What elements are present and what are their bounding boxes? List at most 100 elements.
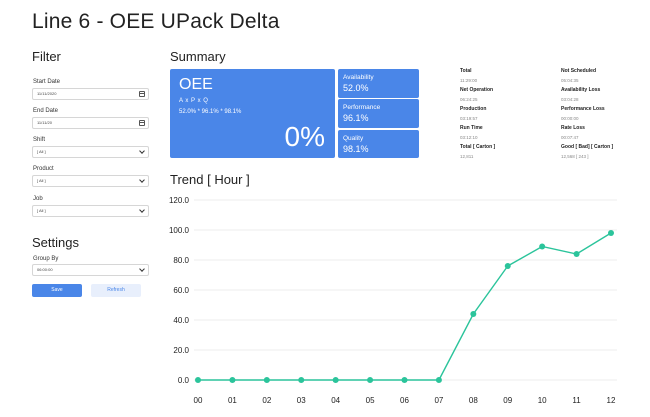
x-tick-label: 00: [194, 396, 203, 405]
start-date-value: 11/11/2020: [37, 91, 57, 96]
data-point[interactable]: [504, 263, 511, 269]
shift-select[interactable]: [ All ]: [32, 146, 149, 158]
data-point[interactable]: [470, 311, 477, 317]
end-date-label: End Date: [33, 108, 59, 114]
x-tick-label: 11: [572, 396, 581, 405]
series-line: [198, 232, 612, 381]
y-tick-label: 100.0: [169, 226, 190, 235]
stat-value: 12,811: [460, 154, 474, 159]
y-tick-label: 120.0: [169, 196, 190, 205]
x-tick-label: 02: [262, 396, 271, 405]
y-tick-label: 40.0: [173, 316, 189, 325]
stat-total: Total 11:29:00: [460, 68, 477, 83]
y-tick-label: 0.0: [178, 376, 190, 385]
x-tick-label: 04: [331, 396, 340, 405]
stat-good-bad-carton: Good [ Bad] [ Carton ] 12,568 [ 243 ]: [561, 144, 613, 159]
stat-label: Good [ Bad] [ Carton ]: [561, 144, 614, 150]
data-point[interactable]: [573, 251, 580, 257]
stat-label: Run Time: [460, 125, 483, 131]
start-date-field[interactable]: 11/11/2020: [32, 88, 149, 100]
page-title: Line 6 - OEE UPack Delta: [32, 10, 280, 33]
refresh-button[interactable]: Refresh: [91, 284, 141, 297]
shift-value: [ All ]: [37, 149, 46, 154]
y-tick-label: 80.0: [173, 256, 189, 265]
availability-tile: Availability 52.0%: [338, 69, 419, 98]
stat-label: Total [ Carton ]: [460, 144, 496, 150]
oee-tile: OEE A x P x Q 52.0% * 96.1% * 98.1% 0%: [170, 69, 335, 158]
stat-production: Production 03:19:57: [460, 106, 486, 121]
data-point[interactable]: [263, 377, 270, 383]
performance-tile: Performance 96.1%: [338, 99, 419, 128]
x-tick-label: 05: [366, 396, 375, 405]
end-date-field[interactable]: 11/11/20: [32, 117, 149, 129]
stat-availability-loss: Availability Loss 03:04:28: [561, 87, 600, 102]
stat-label: Total: [460, 68, 472, 74]
calendar-icon[interactable]: [139, 91, 145, 97]
quality-tile: Quality 98.1%: [338, 130, 419, 158]
data-point[interactable]: [539, 243, 546, 250]
stat-net-operation: Net Operation 06:24:25: [460, 87, 493, 102]
save-button[interactable]: Save: [32, 284, 82, 297]
product-value: [ All ]: [37, 178, 46, 183]
end-date-value: 11/11/20: [37, 120, 52, 125]
stat-label: Rate Loss: [561, 125, 585, 131]
stat-value: 00:00:00: [561, 116, 579, 121]
oee-value: 0%: [284, 121, 325, 152]
availability-value: 52.0%: [343, 83, 369, 93]
oee-title: OEE: [179, 76, 213, 93]
group-by-select[interactable]: 06:00:00: [32, 264, 149, 276]
stat-value: 05:04:35: [561, 78, 579, 83]
stat-label: Availability Loss: [561, 87, 601, 93]
x-tick-label: 10: [538, 396, 547, 405]
oee-product: 52.0% * 96.1% * 98.1%: [179, 109, 242, 115]
performance-value: 96.1%: [343, 113, 369, 123]
trend-heading: Trend [ Hour ]: [170, 172, 250, 187]
stat-value: 06:24:25: [460, 97, 478, 102]
availability-label: Availability: [343, 74, 374, 81]
stat-label: Not Scheduled: [561, 68, 597, 74]
data-point[interactable]: [229, 377, 236, 383]
data-point[interactable]: [435, 377, 442, 383]
job-select[interactable]: [ All ]: [32, 205, 149, 217]
x-tick-label: 07: [434, 396, 443, 405]
stat-rate-loss: Rate Loss 00:07:47: [561, 125, 585, 140]
stat-label: Net Operation: [460, 87, 494, 93]
quality-value: 98.1%: [343, 144, 369, 154]
stat-label: Production: [460, 106, 487, 112]
stat-label: Performance Loss: [561, 106, 605, 112]
quality-label: Quality: [343, 135, 364, 142]
group-by-value: 06:00:00: [37, 267, 53, 272]
product-select[interactable]: [ All ]: [32, 175, 149, 187]
settings-heading: Settings: [32, 235, 79, 250]
summary-heading: Summary: [170, 49, 226, 64]
x-tick-label: 08: [469, 396, 478, 405]
data-point[interactable]: [608, 230, 614, 236]
x-tick-label: 09: [503, 396, 512, 405]
data-point[interactable]: [367, 377, 374, 383]
y-tick-label: 20.0: [173, 346, 189, 355]
group-by-label: Group By: [33, 256, 59, 262]
job-value: [ All ]: [37, 208, 46, 213]
y-tick-label: 60.0: [173, 286, 189, 295]
calendar-icon[interactable]: [139, 120, 145, 126]
data-point[interactable]: [332, 377, 339, 383]
shift-label: Shift: [33, 137, 46, 143]
data-point[interactable]: [401, 377, 408, 383]
filter-heading: Filter: [32, 49, 61, 64]
stat-value: 03:19:57: [460, 116, 478, 121]
data-point[interactable]: [195, 377, 201, 383]
stat-not-scheduled: Not Scheduled 05:04:35: [561, 68, 596, 83]
performance-label: Performance: [343, 104, 381, 111]
stat-value: 00:07:47: [561, 135, 579, 140]
x-tick-label: 12: [607, 396, 616, 405]
stat-value: 12,568 [ 243 ]: [561, 154, 589, 159]
stat-value: 03:04:28: [561, 97, 579, 102]
stat-value: 11:29:00: [460, 78, 478, 83]
data-point[interactable]: [298, 377, 305, 383]
x-tick-label: 03: [297, 396, 306, 405]
stat-run-time: Run Time 03:12:10: [460, 125, 483, 140]
start-date-label: Start Date: [33, 79, 61, 85]
job-label: Job: [33, 196, 43, 202]
stat-value: 03:12:10: [460, 135, 478, 140]
